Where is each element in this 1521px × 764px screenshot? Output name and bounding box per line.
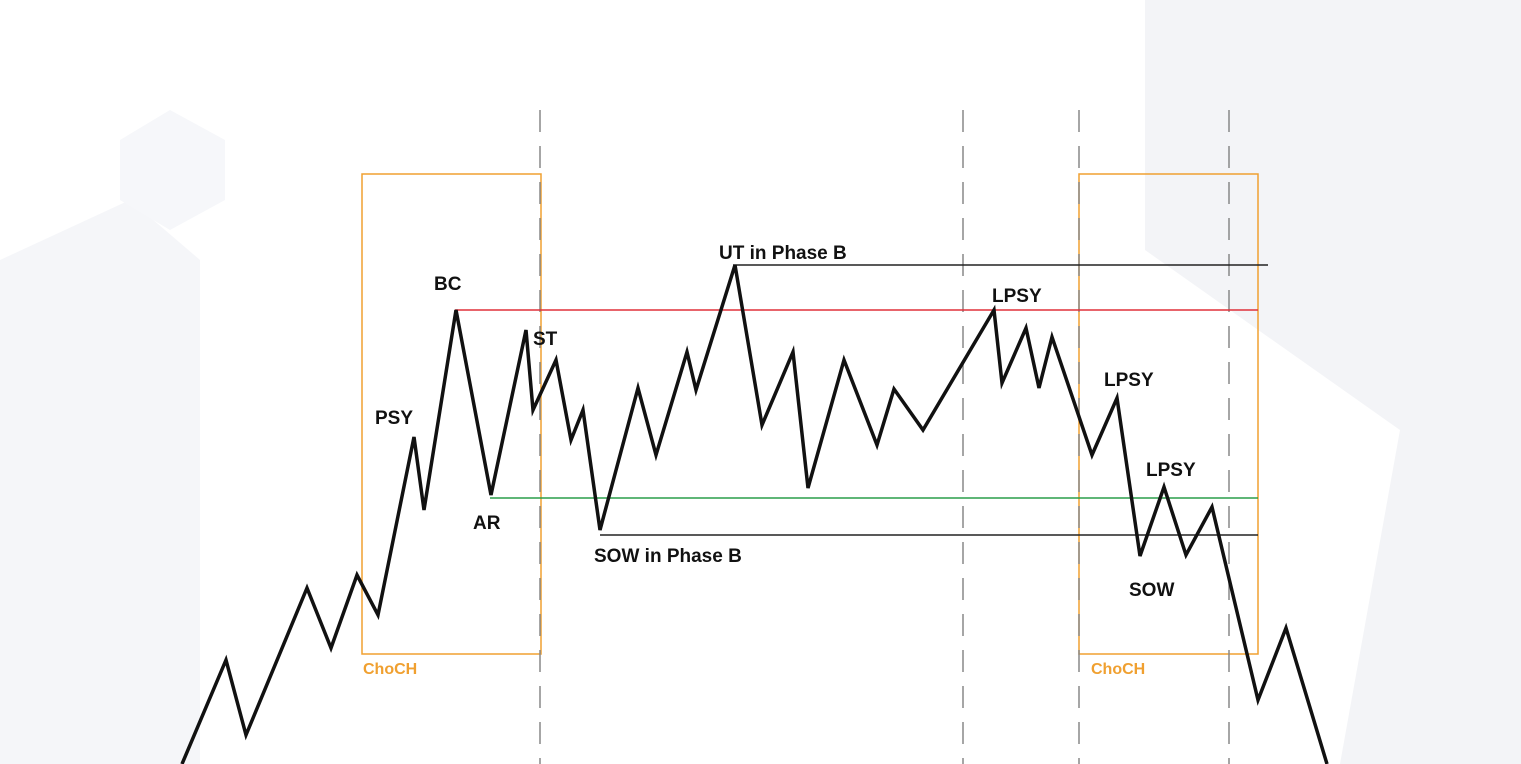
- decor-hexagon-left: [120, 110, 225, 230]
- label-lpsy-3: LPSY: [1146, 460, 1196, 481]
- label-choch-left: ChoCH: [363, 661, 417, 678]
- decor-shape-left: [0, 200, 200, 764]
- label-bc: BC: [434, 274, 462, 295]
- label-sow: SOW: [1129, 580, 1174, 601]
- price-path: [180, 264, 1329, 764]
- label-psy: PSY: [375, 408, 413, 429]
- label-lpsy-2: LPSY: [1104, 370, 1154, 391]
- decor-shape-right: [1145, 0, 1521, 764]
- phase-dividers: [539, 110, 1230, 764]
- label-ar: AR: [473, 513, 501, 534]
- label-ut-phase-b: UT in Phase B: [719, 243, 847, 264]
- label-choch-right: ChoCH: [1091, 661, 1145, 678]
- label-lpsy-1: LPSY: [992, 286, 1042, 307]
- label-st: ST: [533, 329, 558, 350]
- label-sow-phase-b: SOW in Phase B: [594, 546, 742, 567]
- choch-box-left: [361, 173, 542, 655]
